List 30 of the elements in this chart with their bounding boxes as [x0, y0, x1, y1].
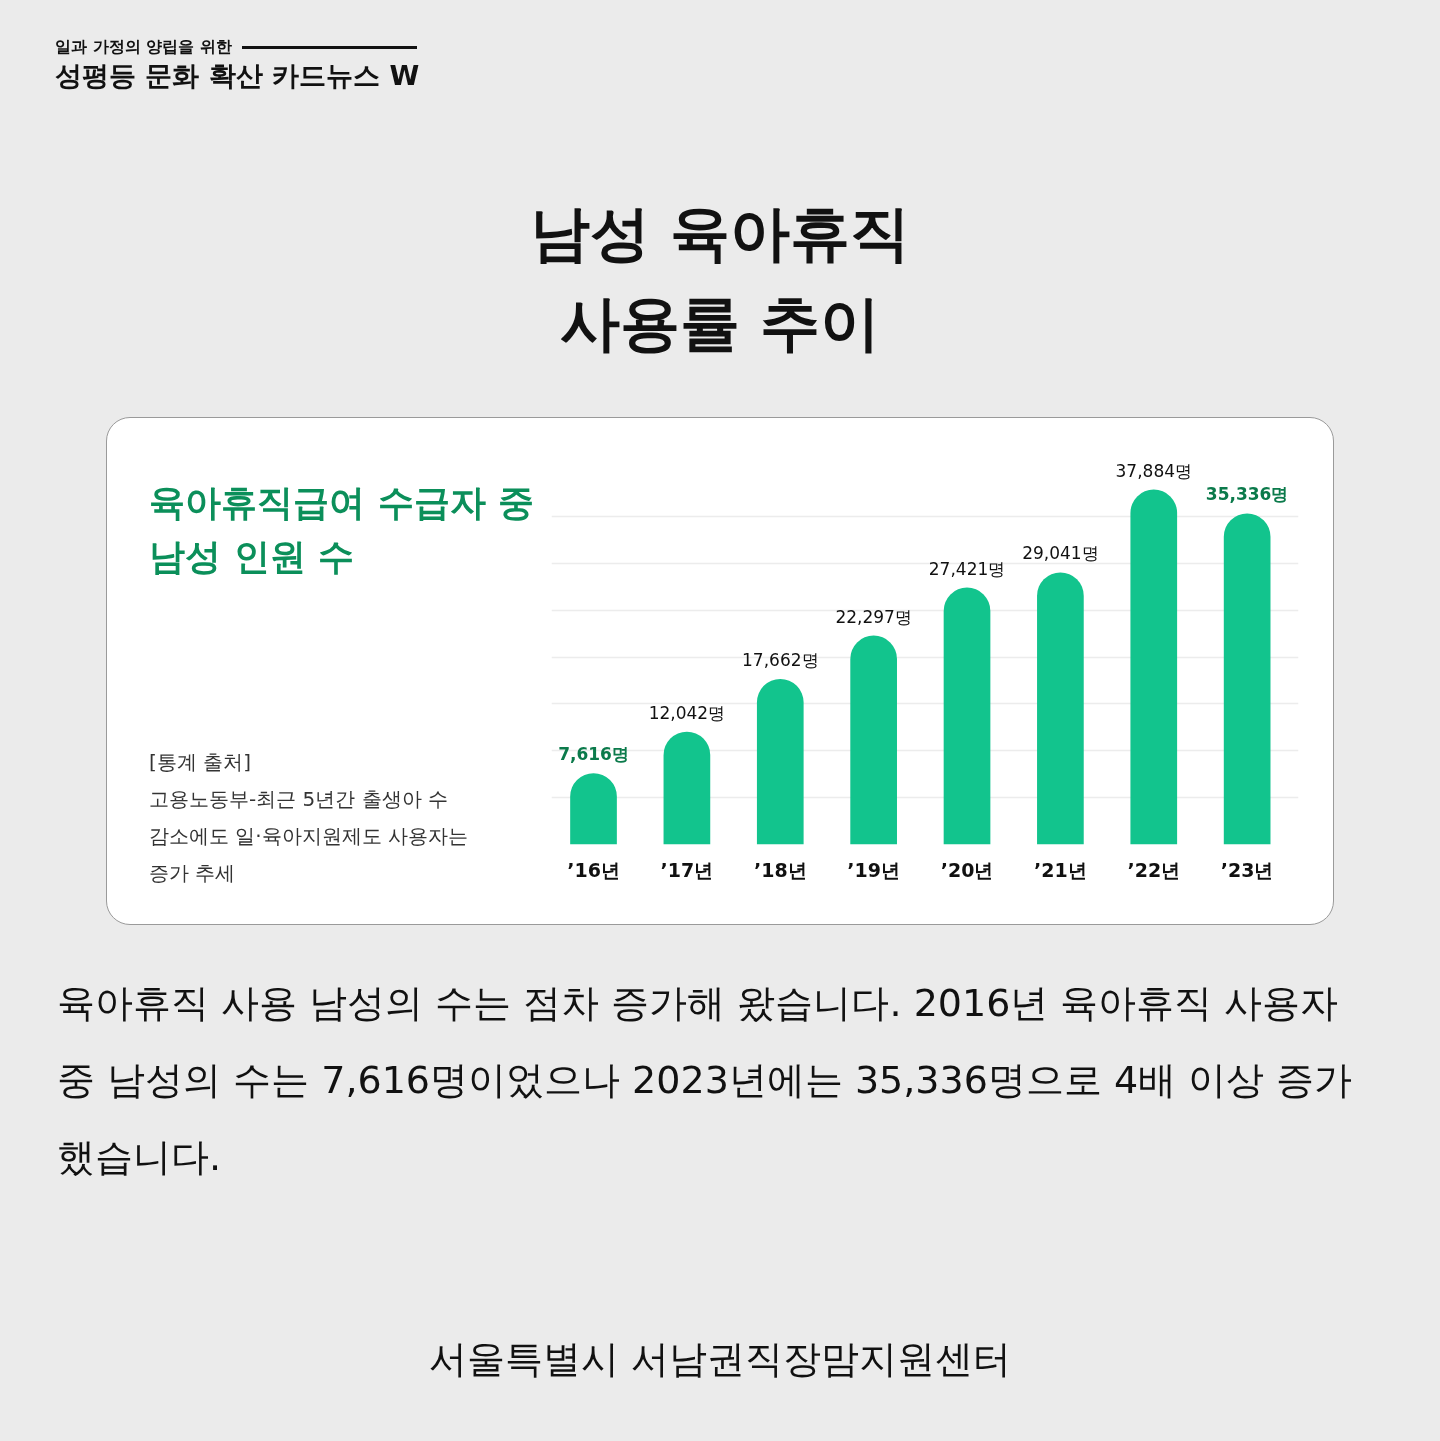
- x-tick-label: ’21년: [1034, 858, 1087, 881]
- bar: [850, 635, 897, 845]
- data-label: 35,336명: [1205, 484, 1289, 505]
- data-label: 29,041명: [1022, 543, 1099, 564]
- x-tick-label: ’23년: [1220, 858, 1274, 881]
- text: 성평등 문화 확산 카드뉴스 W: [55, 59, 420, 93]
- text: 육아휴직급여 수급자 중 남성 인원 수: [149, 481, 535, 579]
- bar: [943, 587, 991, 845]
- x-tick-label: ’17년: [660, 858, 714, 881]
- bar: [1037, 572, 1084, 845]
- bar: [756, 679, 804, 845]
- x-tick-label: ’22년: [1127, 858, 1181, 881]
- data-label: 12,042명: [648, 702, 726, 723]
- bar: [663, 731, 711, 845]
- data-label: 27,421명: [928, 558, 1006, 579]
- bar: [1223, 513, 1271, 845]
- text: 일과 가정의 양립을 위한: [55, 36, 233, 58]
- x-tick-label: ’19년: [847, 858, 900, 881]
- text: 서울특별시 서남권직장맘지원센터: [427, 1336, 1013, 1383]
- chart-title: 남성 육아휴직 사용률 추이: [528, 197, 912, 360]
- data-label: 37,884명: [1115, 460, 1193, 481]
- data-label: 22,297명: [835, 606, 912, 627]
- text: 육아휴직 사용 남성의 수는 점차 증가해 왔습니다. 2016년 육아휴직 사용자 중 남성의 수는 7,616명이었으나 2023년에는 35,336명으로 4배 이상 증가했습니다.: [57, 980, 1354, 1181]
- x-tick-label: ’16년: [567, 858, 620, 881]
- x-tick-label: ’20년: [940, 858, 994, 881]
- text: [통계 출처] 고용노동부-최근 5년간 출생아 수 감소에도 일·육아지원제도 사용자는 증가 추세: [149, 749, 470, 887]
- x-tick-label: ’18년: [753, 858, 807, 881]
- bar: [1130, 489, 1178, 845]
- data-label: 7,616명: [558, 744, 629, 765]
- data-label: 17,662명: [742, 650, 819, 671]
